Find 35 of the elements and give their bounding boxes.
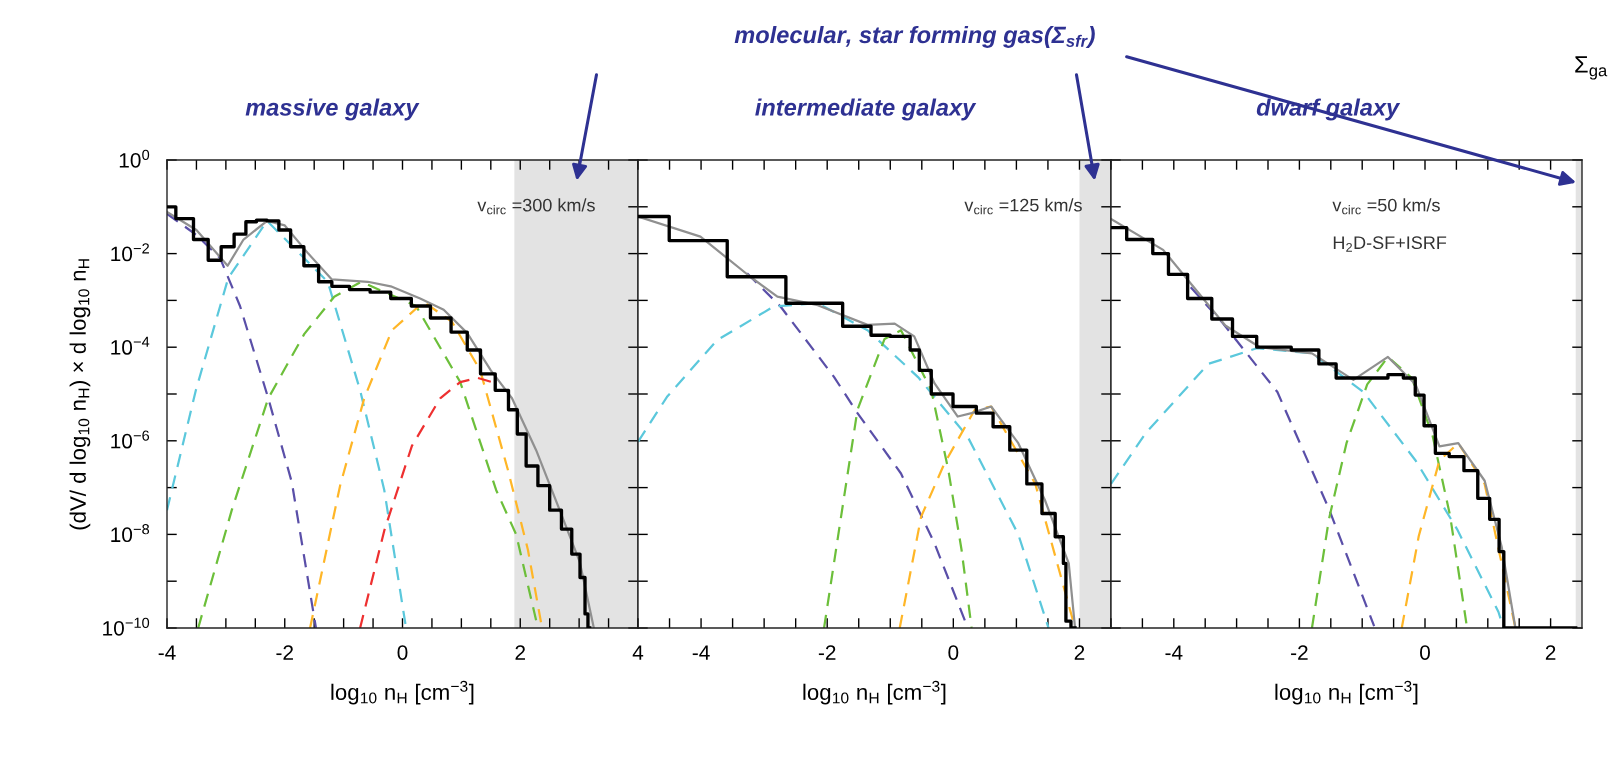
- x-tick-label: 0: [1420, 645, 1430, 660]
- x-axis-title: log$_{10}$ n$_{H}$ [cm$^{−3}$]: [331, 680, 474, 705]
- x-axis-title: log$_{10}$ n$_{H}$ [cm$^{−3}$]: [803, 680, 946, 705]
- y-tick-label: 10$^{−4}$: [111, 336, 150, 355]
- line-series: [167, 212, 318, 628]
- x-tick-label: 0: [948, 645, 959, 660]
- chart-title: intermediate galaxy: [755, 98, 977, 121]
- line-series: [308, 300, 544, 628]
- y-axis-title: (dV/ d log$_{10}$ n$_{H}$) × d log$_{10}$ n$_{H}$: [69, 259, 91, 530]
- text: Σ$_{ga}$: [1575, 56, 1608, 80]
- y-tick-label: 10$^{0}$: [119, 149, 150, 168]
- chart-title: massive galaxy: [245, 98, 420, 121]
- x-tick-label: 4: [632, 645, 644, 660]
- x-tick-label: 0: [397, 645, 408, 660]
- annotation: v$_{circ}$ =125 km/s: [964, 198, 1082, 215]
- annotation: v$_{circ}$ =50 km/s: [1332, 198, 1440, 215]
- line-series: [197, 280, 540, 628]
- x-axis-title: log$_{10}$ n$_{H}$ [cm$^{−3}$]: [1275, 680, 1418, 705]
- y-tick-label: 10$^{−6}$: [111, 430, 150, 449]
- text: molecular, star forming gas(Σ$_{sfr}$): [734, 25, 1095, 48]
- line-series: [359, 376, 494, 628]
- x-tick-label: -2: [1291, 645, 1308, 660]
- x-tick-label: 2: [1545, 645, 1556, 660]
- x-tick-label: -4: [1165, 645, 1183, 660]
- y-tick-label: 10$^{−2}$: [111, 243, 149, 262]
- annotation: H$_{2}$D-SF+ISRF: [1333, 236, 1447, 252]
- x-tick-label: -4: [692, 645, 710, 660]
- x-tick-label: -2: [276, 645, 293, 660]
- annotation: v$_{circ}$ =300 km/s: [477, 198, 595, 215]
- x-tick-label: 2: [1074, 645, 1085, 660]
- y-tick-label: 10$^{−8}$: [111, 524, 150, 543]
- y-tick-label: 10$^{−10}$: [103, 617, 150, 636]
- x-tick-label: -2: [818, 645, 836, 660]
- x-tick-label: -4: [158, 645, 176, 660]
- x-tick-label: 2: [515, 645, 525, 660]
